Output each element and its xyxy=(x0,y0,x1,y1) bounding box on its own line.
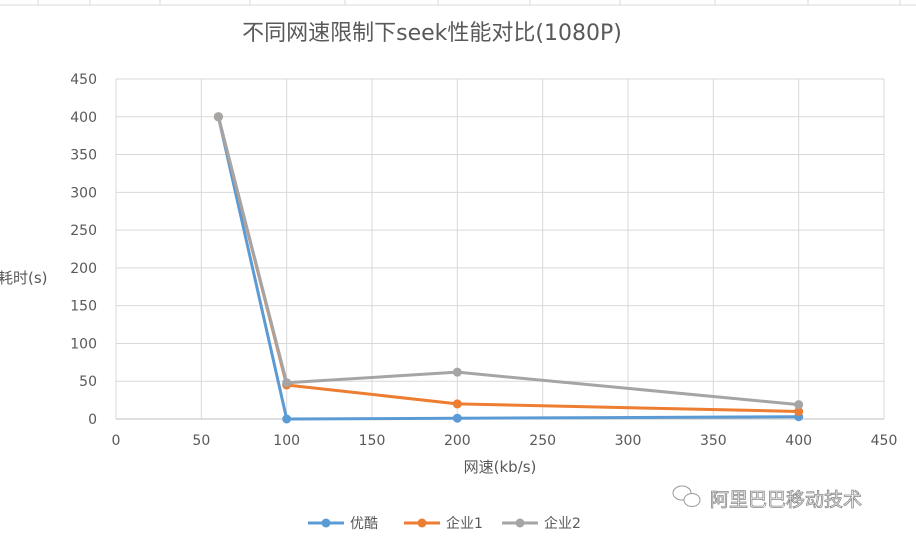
x-tick-label: 450 xyxy=(871,433,898,449)
x-axis-label: 网速(kb/s) xyxy=(464,458,537,476)
legend-marker xyxy=(515,518,525,528)
x-tick-label: 350 xyxy=(700,433,727,449)
series-lines xyxy=(213,112,804,424)
series-line-企业2 xyxy=(216,116,799,407)
legend-label: 企业2 xyxy=(544,515,581,532)
y-tick-label: 150 xyxy=(70,299,97,315)
legend-item: 优酷 xyxy=(308,516,378,532)
wechat-icon xyxy=(672,485,701,507)
y-axis-label: 耗时(s) xyxy=(0,269,48,287)
data-point xyxy=(452,367,462,377)
watermark: 阿里巴巴移动技术 xyxy=(672,485,862,511)
legend-item: 企业2 xyxy=(502,515,581,532)
watermark-text: 阿里巴巴移动技术 xyxy=(710,489,862,511)
y-tick-label: 50 xyxy=(79,374,97,390)
y-tick-label: 0 xyxy=(88,412,97,428)
data-point xyxy=(452,399,462,409)
y-tick-label: 400 xyxy=(70,110,97,126)
y-tick-label: 200 xyxy=(70,261,97,277)
x-tick-labels: 0 50 100 150 200 250 300 350 400 450 xyxy=(112,433,898,449)
x-tick-label: 250 xyxy=(529,433,556,449)
y-tick-labels: 0 50 100 150 200 250 300 350 400 450 xyxy=(70,72,97,428)
x-tick-label: 100 xyxy=(273,433,300,449)
data-point xyxy=(794,400,804,410)
y-tick-label: 250 xyxy=(70,223,97,239)
y-tick-label: 450 xyxy=(70,72,97,88)
data-point xyxy=(794,406,804,416)
y-tick-label: 100 xyxy=(70,336,97,352)
x-tick-label: 50 xyxy=(192,433,210,449)
data-point xyxy=(452,413,462,423)
data-point xyxy=(213,112,223,122)
legend-marker xyxy=(417,518,427,528)
series-line-优酷 xyxy=(216,116,799,421)
series-line-企业1 xyxy=(216,116,799,413)
legend-marker xyxy=(321,518,331,528)
legend: 优酷 企业1 企业2 xyxy=(308,515,581,532)
data-point xyxy=(282,414,292,424)
x-tick-label: 400 xyxy=(785,433,812,449)
plot-grid xyxy=(115,78,885,420)
data-point xyxy=(282,378,292,388)
spreadsheet-gridlines xyxy=(0,0,916,6)
x-tick-label: 200 xyxy=(444,433,471,449)
y-tick-label: 350 xyxy=(70,148,97,164)
legend-item: 企业1 xyxy=(404,515,483,532)
chart-title: 不同网速限制下seek性能对比(1080P) xyxy=(242,21,622,46)
y-tick-label: 300 xyxy=(70,185,97,201)
x-tick-label: 300 xyxy=(615,433,642,449)
x-tick-label: 0 xyxy=(112,433,121,449)
x-tick-label: 150 xyxy=(359,433,386,449)
legend-label: 企业1 xyxy=(446,515,483,532)
legend-label: 优酷 xyxy=(350,516,378,532)
